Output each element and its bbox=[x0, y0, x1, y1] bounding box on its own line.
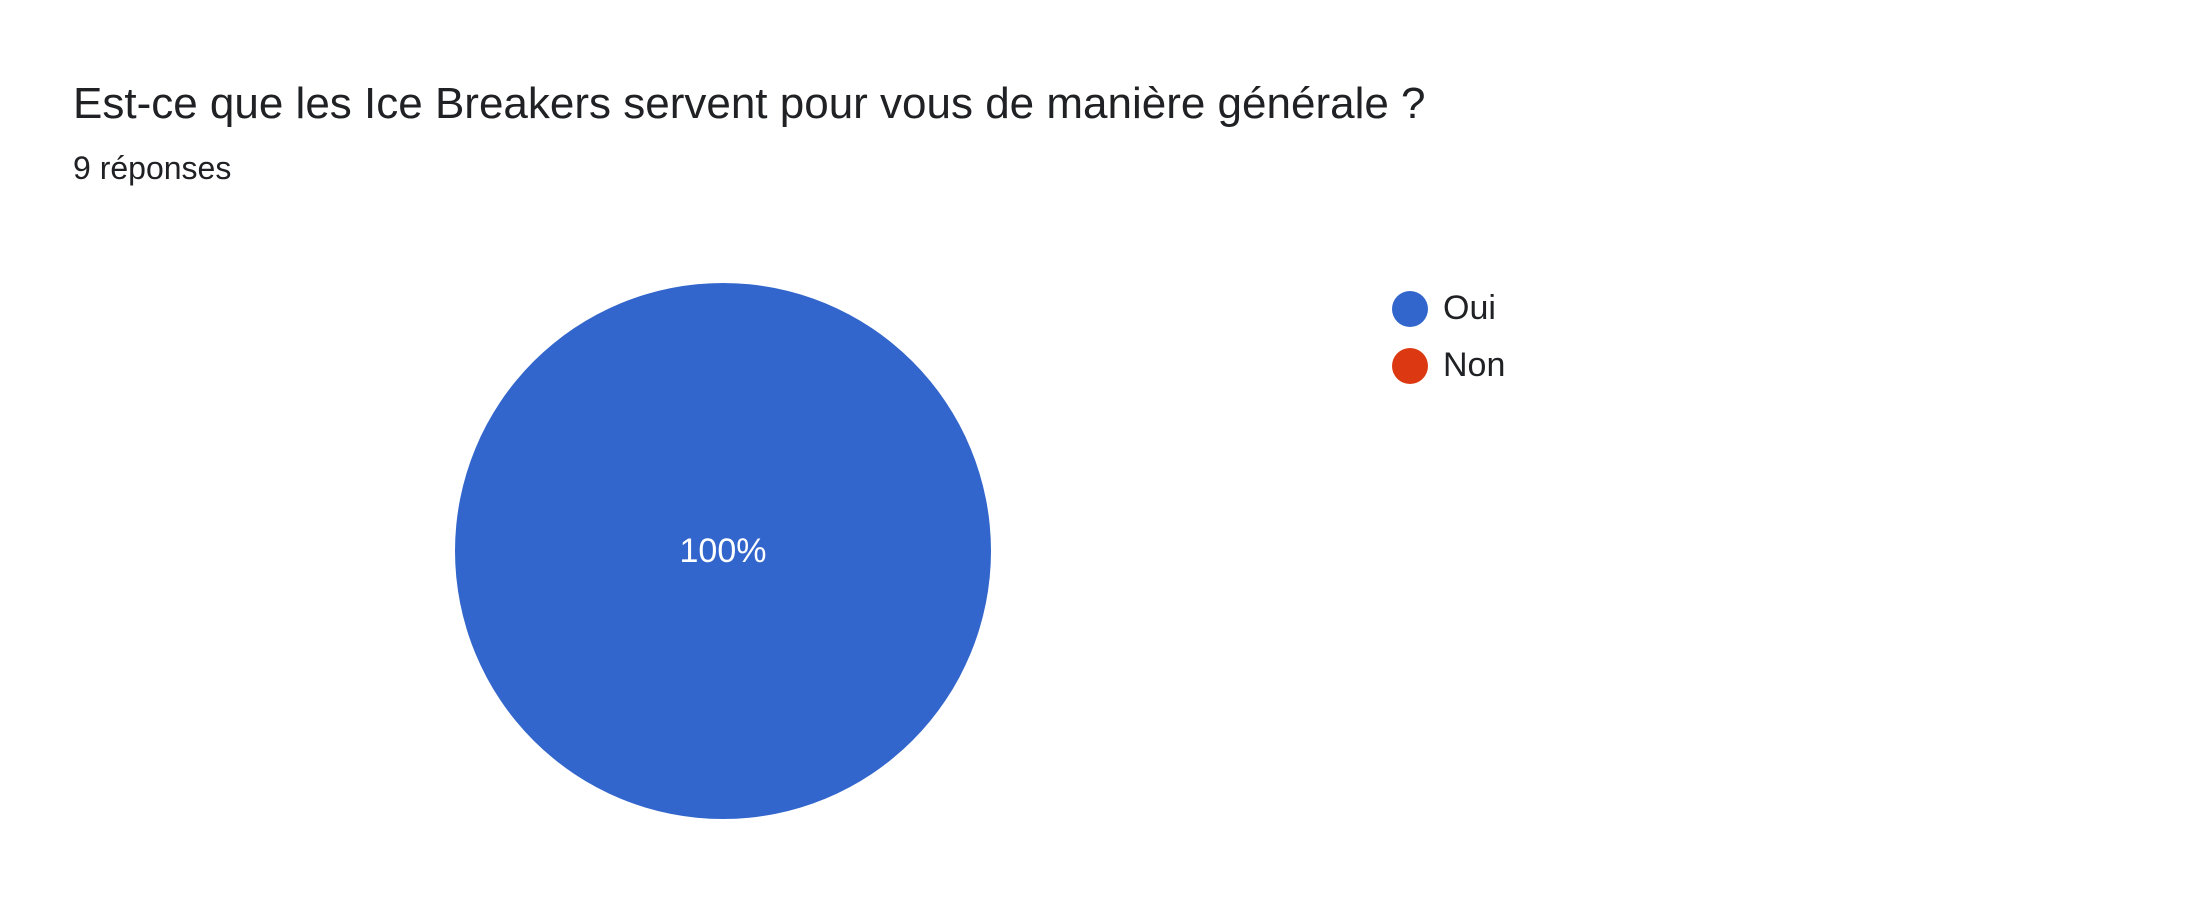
slice-percentage: 100% bbox=[679, 531, 767, 570]
chart-title: Est-ce que les Ice Breakers servent pour… bbox=[73, 79, 1426, 128]
legend-label: Oui bbox=[1443, 289, 1496, 327]
legend-item-non[interactable]: Non bbox=[1392, 337, 1505, 394]
legend: Oui Non bbox=[1392, 280, 1505, 394]
pie-chart: 100% bbox=[455, 283, 991, 819]
pie-slice-label: 100% bbox=[455, 283, 991, 819]
pie-slice-oui[interactable] bbox=[455, 283, 991, 819]
legend-dot-icon bbox=[1392, 347, 1428, 384]
pie-svg bbox=[455, 283, 991, 819]
legend-label: Non bbox=[1443, 346, 1506, 384]
legend-dot-icon bbox=[1392, 290, 1428, 327]
response-count: 9 réponses bbox=[73, 150, 232, 186]
legend-item-oui[interactable]: Oui bbox=[1392, 280, 1505, 337]
